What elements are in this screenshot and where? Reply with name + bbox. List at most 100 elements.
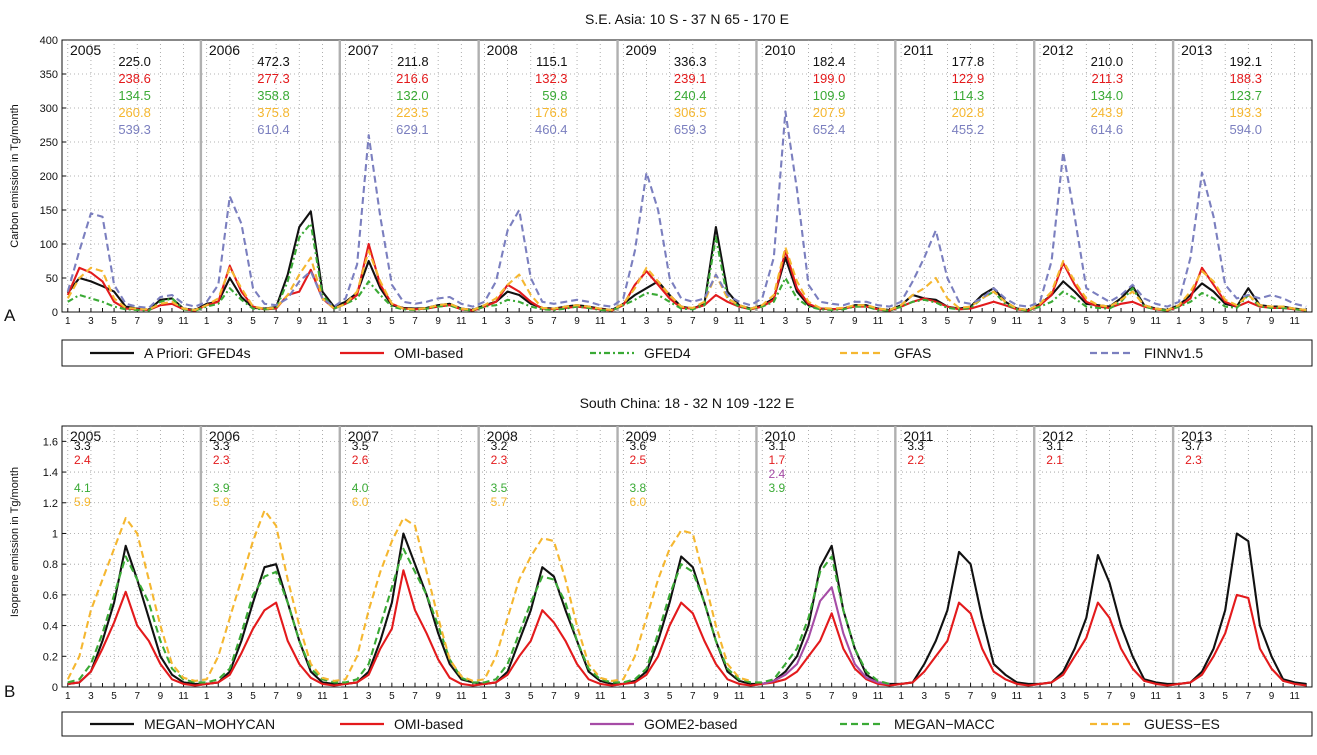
- legend-label: MEGAN−MACC: [894, 716, 995, 732]
- x-tick-label: 9: [158, 691, 164, 702]
- x-tick-label: 7: [1246, 316, 1252, 327]
- x-tick-label: 9: [852, 691, 858, 702]
- x-tick-label: 5: [389, 691, 395, 702]
- x-tick-label: 7: [412, 691, 418, 702]
- x-tick-label: 11: [178, 316, 189, 327]
- panel-a-ylabel: Carbon emission in Tg/month: [9, 104, 21, 247]
- x-tick-label: 7: [273, 316, 279, 327]
- year-label: 2008: [487, 42, 518, 58]
- x-tick-label: 1: [898, 316, 904, 327]
- legend-label: GFAS: [894, 345, 931, 361]
- y-tick-label: 100: [40, 239, 58, 251]
- x-tick-label: 7: [273, 691, 279, 702]
- annual-total-value: 472.3: [257, 54, 290, 69]
- annual-total-value: 2.3: [1185, 453, 1202, 467]
- annual-total-value: 3.5: [352, 439, 369, 453]
- y-tick-label: 50: [46, 273, 58, 285]
- x-tick-label: 11: [595, 316, 606, 327]
- annual-total-value: 238.6: [118, 71, 151, 86]
- x-tick-label: 5: [806, 316, 812, 327]
- annual-total-value: 193.3: [1229, 105, 1262, 120]
- year-label: 2007: [348, 42, 379, 58]
- series-line-guess-es: [68, 510, 751, 681]
- annual-total-value: 375.8: [257, 105, 290, 120]
- annual-total-value: 5.7: [491, 495, 508, 509]
- y-tick-label: 300: [40, 103, 58, 115]
- legend-label: MEGAN−MOHYCAN: [144, 716, 275, 732]
- annual-total-value: 202.8: [952, 105, 985, 120]
- x-tick-label: 7: [690, 316, 696, 327]
- x-tick-label: 9: [713, 691, 719, 702]
- x-tick-label: 1: [65, 316, 71, 327]
- year-label: 2013: [1181, 42, 1212, 58]
- panel-b-title: South China: 18 - 32 N 109 -122 E: [580, 395, 795, 411]
- year-label: 2010: [764, 42, 795, 58]
- x-tick-label: 3: [227, 316, 233, 327]
- x-tick-label: 9: [1269, 691, 1275, 702]
- annual-total-value: 122.9: [952, 71, 985, 86]
- x-tick-label: 1: [1176, 316, 1182, 327]
- x-tick-label: 3: [644, 316, 650, 327]
- annual-total-value: 132.3: [535, 71, 568, 86]
- x-tick-label: 7: [134, 691, 140, 702]
- x-tick-label: 9: [435, 316, 441, 327]
- x-tick-label: 3: [1060, 316, 1066, 327]
- annual-total-value: 455.2: [952, 122, 985, 137]
- annual-total-value: 5.9: [213, 495, 230, 509]
- x-tick-label: 7: [690, 691, 696, 702]
- x-tick-label: 11: [317, 691, 328, 702]
- annual-total-value: 3.6: [630, 439, 647, 453]
- y-tick-label: 0.2: [43, 651, 58, 663]
- annual-total-value: 260.8: [118, 105, 151, 120]
- y-tick-label: 1.6: [43, 436, 58, 448]
- year-label: 2009: [626, 42, 657, 58]
- x-tick-label: 1: [343, 691, 349, 702]
- x-tick-label: 1: [482, 316, 488, 327]
- x-tick-label: 3: [1199, 691, 1205, 702]
- x-tick-label: 5: [1084, 691, 1090, 702]
- y-tick-label: 0.4: [43, 621, 58, 633]
- x-tick-label: 5: [1222, 691, 1228, 702]
- x-tick-label: 9: [1130, 316, 1136, 327]
- x-tick-label: 11: [873, 691, 884, 702]
- x-tick-label: 9: [574, 316, 580, 327]
- x-tick-label: 1: [343, 316, 349, 327]
- x-tick-label: 1: [204, 691, 210, 702]
- series-line-gome2-based: [762, 587, 889, 684]
- annual-total-value: 2.3: [491, 453, 508, 467]
- x-tick-label: 7: [551, 316, 557, 327]
- annual-total-value: 4.0: [352, 481, 369, 495]
- annual-total-value: 6.0: [352, 495, 369, 509]
- x-tick-label: 7: [1107, 691, 1113, 702]
- x-tick-label: 5: [806, 691, 812, 702]
- panel-a-legend: A Priori: GFED4s OMI-based GFED4 GFAS FINNv1…: [62, 340, 1312, 366]
- annual-total-value: 629.1: [396, 122, 429, 137]
- x-tick-label: 9: [435, 691, 441, 702]
- annual-total-value: 539.3: [118, 122, 151, 137]
- annual-total-value: 460.4: [535, 122, 568, 137]
- panel-b-legend: MEGAN−MOHYCAN OMI-based GOME2-based MEGAN−M…: [62, 712, 1312, 736]
- annual-total-value: 610.4: [257, 122, 290, 137]
- x-tick-label: 11: [456, 691, 467, 702]
- annual-total-value: 188.3: [1229, 71, 1262, 86]
- x-tick-label: 5: [250, 691, 256, 702]
- annual-total-value: 225.0: [118, 54, 151, 69]
- annual-total-value: 223.5: [396, 105, 429, 120]
- plot-frame: [62, 426, 1312, 687]
- annual-total-value: 358.8: [257, 88, 290, 103]
- annual-total-value: 207.9: [813, 105, 846, 120]
- annual-total-value: 115.1: [536, 54, 568, 69]
- annual-total-value: 134.5: [118, 88, 151, 103]
- x-tick-label: 7: [1246, 691, 1252, 702]
- y-tick-label: 1.4: [43, 467, 58, 479]
- x-tick-label: 3: [1199, 316, 1205, 327]
- annual-total-value: 3.3: [74, 439, 91, 453]
- annual-total-value: 3.3: [907, 439, 924, 453]
- x-tick-label: 11: [1012, 316, 1023, 327]
- x-tick-label: 9: [158, 316, 164, 327]
- annual-total-value: 3.8: [630, 481, 647, 495]
- annual-total-value: 59.8: [542, 88, 567, 103]
- annual-total-value: 239.1: [674, 71, 707, 86]
- annual-total-value: 3.9: [213, 481, 230, 495]
